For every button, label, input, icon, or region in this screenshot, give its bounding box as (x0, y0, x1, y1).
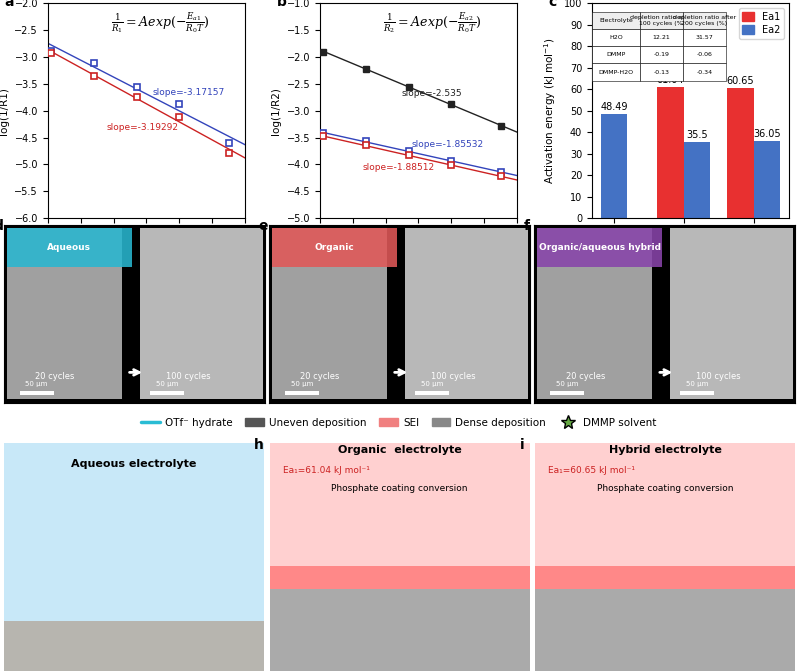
Text: i: i (520, 438, 524, 452)
Bar (537, 228, 652, 399)
Text: Hybrid electrolyte: Hybrid electrolyte (609, 445, 721, 455)
Text: 36.05: 36.05 (753, 129, 780, 139)
Text: 60.65: 60.65 (727, 76, 754, 86)
Bar (6, 228, 121, 399)
Text: 100 cycles: 100 cycles (431, 372, 476, 381)
Bar (405, 228, 528, 399)
Bar (285, 391, 319, 395)
Bar (754, 141, 780, 218)
Bar (658, 87, 684, 218)
Text: e: e (259, 219, 268, 234)
Text: 20 cycles: 20 cycles (566, 372, 605, 381)
Bar (535, 584, 795, 671)
Bar (681, 391, 714, 395)
Text: 35.5: 35.5 (686, 130, 708, 140)
Bar (670, 228, 793, 399)
Text: b: b (277, 0, 286, 9)
Bar (537, 228, 662, 268)
Text: 20 cycles: 20 cycles (35, 372, 75, 381)
Text: 100 cycles: 100 cycles (696, 372, 740, 381)
Text: Phosphate coating conversion: Phosphate coating conversion (597, 484, 733, 493)
Text: Aqueous electrolyte: Aqueous electrolyte (72, 459, 197, 469)
Text: $\frac{1}{R_2} = Aexp(-\frac{E_{a2}}{R_0T})$: $\frac{1}{R_2} = Aexp(-\frac{E_{a2}}{R_0… (383, 10, 481, 35)
Text: Ea₁=60.65 kJ mol⁻¹: Ea₁=60.65 kJ mol⁻¹ (548, 466, 635, 474)
Y-axis label: log(1/R2): log(1/R2) (271, 87, 281, 135)
Bar (269, 566, 530, 589)
Text: 20 cycles: 20 cycles (300, 372, 340, 381)
Bar (272, 228, 397, 268)
Text: f: f (524, 219, 530, 234)
Text: Phosphate coating conversion: Phosphate coating conversion (332, 484, 468, 493)
Text: h: h (254, 438, 264, 452)
Text: a: a (5, 0, 14, 9)
Bar (535, 566, 795, 589)
Text: slope=-1.88512: slope=-1.88512 (363, 163, 434, 172)
Bar (727, 88, 754, 218)
Legend: Ea1, Ea2: Ea1, Ea2 (739, 8, 784, 39)
Text: 61.04: 61.04 (657, 75, 685, 85)
Bar (601, 114, 627, 218)
Text: 100 cycles: 100 cycles (166, 372, 210, 381)
Bar (272, 228, 387, 399)
Text: 50 μm: 50 μm (686, 382, 709, 387)
Text: 50 μm: 50 μm (156, 382, 179, 387)
Text: slope=-2.535: slope=-2.535 (402, 89, 462, 98)
Text: 50 μm: 50 μm (291, 382, 313, 387)
Text: 48.49: 48.49 (600, 102, 628, 112)
Bar (269, 584, 530, 671)
Bar (20, 391, 53, 395)
Bar (4, 621, 265, 671)
Text: Organic  electrolyte: Organic electrolyte (338, 445, 461, 455)
Text: Organic/aqueous hybrid: Organic/aqueous hybrid (539, 244, 661, 252)
Text: Ea₁=61.04 kJ mol⁻¹: Ea₁=61.04 kJ mol⁻¹ (283, 466, 370, 474)
X-axis label: 1000/T (K$^{-1}$): 1000/T (K$^{-1}$) (113, 244, 179, 258)
Text: Aqueous: Aqueous (47, 244, 92, 252)
Y-axis label: Activation energy (kJ mol$^{-1}$): Activation energy (kJ mol$^{-1}$) (543, 37, 558, 185)
Text: slope=-1.85532: slope=-1.85532 (412, 140, 484, 149)
Text: 50 μm: 50 μm (26, 382, 48, 387)
Text: c: c (548, 0, 557, 9)
Text: Organic: Organic (315, 244, 355, 252)
Bar (6, 228, 132, 268)
Text: $\frac{1}{R_1} = Aexp(-\frac{E_{a1}}{R_0T})$: $\frac{1}{R_1} = Aexp(-\frac{E_{a1}}{R_0… (111, 10, 210, 35)
Bar (269, 443, 530, 568)
Text: 50 μm: 50 μm (556, 382, 578, 387)
Text: 50 μm: 50 μm (421, 382, 444, 387)
Text: slope=-3.19292: slope=-3.19292 (107, 123, 179, 132)
Bar (684, 142, 710, 218)
Bar (151, 391, 184, 395)
Text: d: d (0, 219, 3, 234)
X-axis label: 1000/T (K$^{-1}$): 1000/T (K$^{-1}$) (385, 244, 452, 258)
Legend: OTf⁻ hydrate, Uneven deposition, SEI, Dense deposition, DMMP solvent: OTf⁻ hydrate, Uneven deposition, SEI, De… (137, 413, 660, 432)
Text: slope=-3.17157: slope=-3.17157 (153, 88, 226, 97)
Bar (535, 443, 795, 568)
Bar (415, 391, 450, 395)
Y-axis label: log(1/R1): log(1/R1) (0, 87, 9, 135)
Bar (550, 391, 584, 395)
Bar (139, 228, 262, 399)
